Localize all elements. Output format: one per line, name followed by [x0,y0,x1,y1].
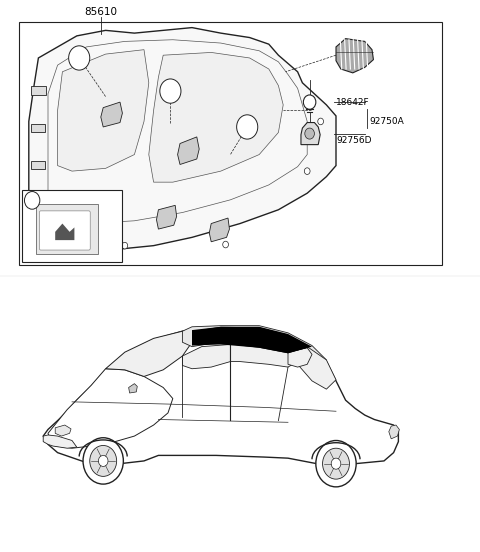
Text: 92750A: 92750A [370,117,404,126]
Circle shape [69,46,90,70]
Polygon shape [55,224,74,240]
Polygon shape [209,218,229,242]
Polygon shape [156,205,177,229]
Polygon shape [43,435,77,448]
Polygon shape [149,52,283,182]
Circle shape [90,445,117,476]
Text: a: a [245,123,250,131]
Text: a: a [30,196,35,205]
Polygon shape [29,28,336,250]
Circle shape [24,192,40,209]
Polygon shape [230,344,298,367]
Text: 89855B: 89855B [44,196,79,205]
Polygon shape [182,344,230,369]
Polygon shape [55,425,71,436]
Polygon shape [192,327,307,353]
FancyBboxPatch shape [39,211,90,250]
Polygon shape [192,327,312,353]
Text: a: a [77,54,82,62]
Text: 85610: 85610 [84,7,117,17]
Polygon shape [101,102,122,127]
Polygon shape [106,331,192,376]
Bar [19,22,442,265]
Circle shape [318,118,324,125]
Polygon shape [301,123,320,145]
Polygon shape [178,137,199,164]
Circle shape [323,448,349,479]
Bar [22,190,122,262]
Circle shape [160,79,181,103]
Polygon shape [48,369,173,448]
Polygon shape [58,50,149,171]
Circle shape [36,237,42,243]
Circle shape [304,168,310,174]
Polygon shape [129,384,137,393]
Polygon shape [389,425,399,439]
Polygon shape [298,347,336,389]
Circle shape [98,455,108,466]
Polygon shape [182,326,326,367]
Polygon shape [288,348,312,367]
Bar [31,86,46,95]
Circle shape [237,115,258,139]
Circle shape [303,95,316,109]
Circle shape [331,458,341,469]
Bar [31,161,45,169]
Text: a: a [168,87,173,95]
Circle shape [316,440,356,487]
Circle shape [223,241,228,248]
Circle shape [83,438,123,484]
Text: 18642F: 18642F [336,98,370,107]
Polygon shape [43,327,398,464]
Circle shape [122,242,128,249]
Bar [31,124,45,132]
Polygon shape [336,39,373,73]
Bar [36,204,98,254]
Text: 92756D: 92756D [336,136,372,145]
Circle shape [305,128,314,139]
